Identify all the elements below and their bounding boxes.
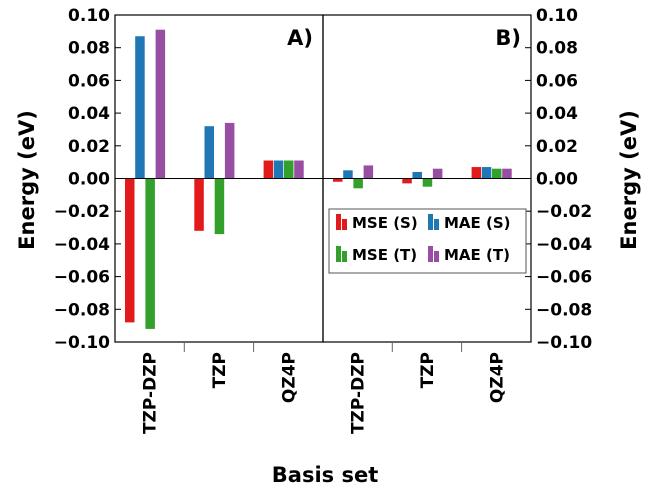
- y-axis-left-ticks: 0.10 0.08 0.06 0.04 0.02 0.00 −0.02 −0.04 −0.06 −…: [54, 6, 121, 353]
- y-tick-label-left: 0.04: [68, 104, 110, 124]
- legend-swatch-mae-s-b: [434, 219, 439, 230]
- y-tick-label-right: −0.08: [536, 300, 592, 320]
- x-tick-label: TZP: [210, 352, 230, 388]
- legend-swatch-mse-t-b: [342, 251, 347, 262]
- panel-label: A): [287, 26, 313, 50]
- bar-mae-s-tzp-dzp: [343, 170, 353, 179]
- y-tick-label-left: 0.02: [68, 137, 110, 157]
- y-axis-right-ticks: 0.10 0.08 0.06 0.04 0.02 0.00 −0.02 −0.04 −0.06 −…: [525, 6, 592, 353]
- bar-mse-t-tzp: [214, 178, 225, 235]
- bar-mae-s-tzp-dzp: [135, 36, 145, 179]
- y-tick-label-right: 0.08: [536, 39, 578, 59]
- bar-mse-s-tzp-dzp: [333, 178, 343, 182]
- y-tick-label-right: −0.06: [536, 268, 592, 288]
- y-tick-label-left: −0.10: [54, 333, 110, 353]
- bar-mse-s-tzp: [402, 178, 412, 184]
- bar-mse-s-tzp: [194, 178, 204, 231]
- y-tick-label-left: −0.04: [54, 235, 110, 255]
- y-tick-label-right: 0.10: [536, 6, 578, 26]
- legend-label-mae-s: MAE (S): [444, 214, 511, 232]
- bar-mae-t-tzp: [432, 168, 443, 179]
- y-tick-label-left: 0.10: [68, 6, 110, 26]
- bar-mae-t-tzp-dzp: [155, 29, 166, 179]
- y-tick-label-left: −0.02: [54, 202, 110, 222]
- legend-label-mae-t: MAE (T): [444, 246, 510, 264]
- legend: MSE (S) MAE (S) MSE (T) MAE (T): [328, 208, 527, 274]
- y-tick-label-left: −0.08: [54, 300, 110, 320]
- bar-mse-t-qz4p: [284, 160, 294, 179]
- y-tick-label-right: 0.04: [536, 104, 578, 124]
- x-axis-ticks: TZP-DZP TZP QZ4P TZP-DZP TZP QZ4P: [141, 342, 507, 434]
- y-tick-label-left: 0.06: [68, 71, 110, 91]
- y-tick-label-right: −0.02: [536, 202, 592, 222]
- legend-swatch-mae-s: [428, 214, 433, 230]
- bar-mse-t-qz4p: [492, 168, 502, 179]
- y-axis-label-left: Energy (eV): [15, 110, 39, 250]
- legend-swatch-mse-t: [336, 246, 341, 262]
- y-tick-label-right: −0.04: [536, 235, 592, 255]
- panel-a: A): [114, 14, 324, 343]
- y-tick-label-right: 0.06: [536, 71, 578, 91]
- legend-frame: [328, 208, 527, 274]
- bar-mae-t-tzp: [224, 122, 235, 179]
- x-tick-label: TZP-DZP: [349, 352, 369, 434]
- y-tick-label-left: 0.00: [68, 170, 110, 190]
- bar-mae-s-tzp: [204, 126, 214, 179]
- y-tick-label-left: −0.06: [54, 268, 110, 288]
- bar-mae-t-tzp-dzp: [363, 165, 374, 179]
- panels-layer: A) B): [114, 14, 532, 343]
- x-tick-label: QZ4P: [279, 352, 299, 403]
- y-tick-label-right: 0.02: [536, 137, 578, 157]
- y-tick-label-left: 0.08: [68, 39, 110, 59]
- panel-label: B): [495, 26, 521, 50]
- legend-label-mse-s: MSE (S): [352, 214, 418, 232]
- bar-mse-t-tzp: [422, 178, 433, 187]
- bar-mse-s-qz4p: [263, 160, 274, 179]
- x-tick-label: TZP: [418, 352, 438, 388]
- bar-mae-t-qz4p: [294, 160, 304, 179]
- x-tick-label: TZP-DZP: [141, 352, 161, 434]
- legend-swatch-mae-t: [428, 246, 433, 262]
- bar-mae-s-qz4p: [273, 160, 284, 179]
- y-tick-label-right: 0.00: [536, 170, 578, 190]
- x-tick-label: QZ4P: [487, 352, 507, 403]
- bar-mae-s-tzp: [412, 171, 422, 179]
- legend-swatch-mse-s-b: [342, 219, 347, 230]
- bar-mae-t-qz4p: [502, 168, 512, 179]
- legend-swatch-mse-s: [336, 214, 341, 230]
- legend-label-mse-t: MSE (T): [352, 246, 417, 264]
- y-axis-label-right: Energy (eV): [617, 110, 641, 250]
- panel-b: B): [322, 14, 532, 343]
- bar-mse-t-tzp-dzp: [145, 178, 155, 329]
- y-tick-label-right: −0.10: [536, 333, 592, 353]
- bar-mse-t-tzp-dzp: [353, 178, 363, 189]
- x-axis-label: Basis set: [272, 463, 378, 487]
- bar-mse-s-qz4p: [471, 167, 482, 179]
- bar-mse-s-tzp-dzp: [125, 178, 135, 323]
- bar-mae-s-qz4p: [481, 167, 492, 179]
- legend-swatch-mae-t-b: [434, 251, 439, 262]
